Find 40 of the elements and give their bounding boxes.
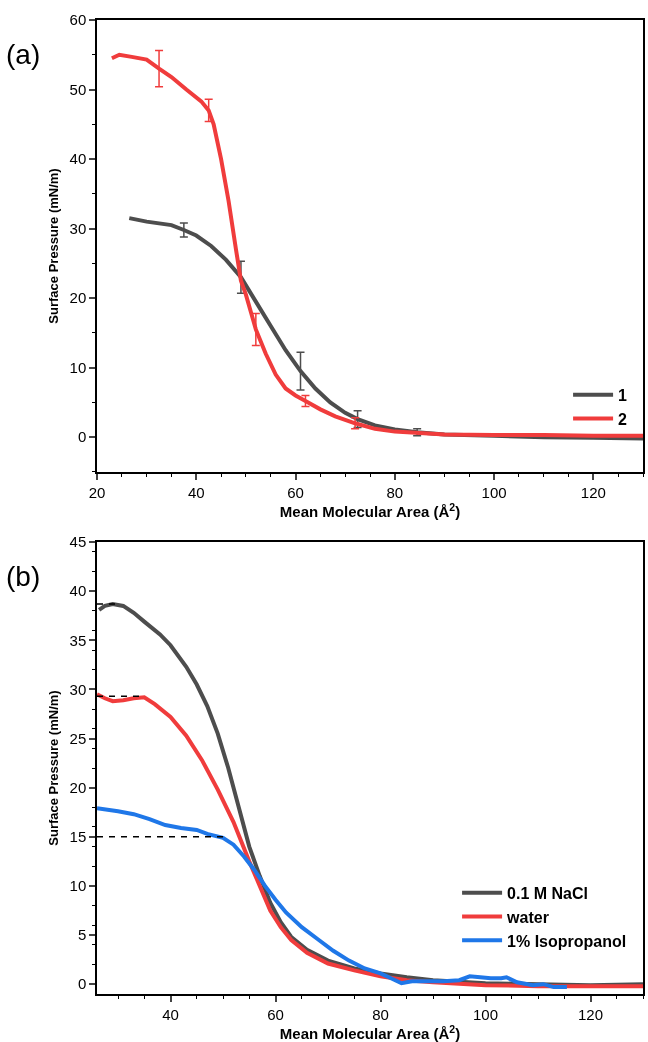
legend-label: water [506, 908, 549, 926]
legend-label: 0.1 M NaCl [507, 884, 588, 902]
x-axis-title: Mean Molecular Area (Å$^{2}$) [279, 1022, 461, 1042]
y-tick-label: 15 [69, 828, 87, 846]
x-tick-label: 40 [162, 1005, 179, 1023]
x-tick-label: 40 [187, 483, 205, 501]
x-tick-label: 100 [481, 483, 507, 501]
y-tick-label: 35 [69, 631, 87, 649]
text: (b) [6, 561, 41, 592]
x-axis-title: Mean Molecular Area (Å$^{2}$) [279, 500, 461, 520]
x-tick-label: 80 [386, 483, 404, 501]
x-tick-label: 20 [88, 483, 106, 501]
y-tick-label: 25 [69, 729, 87, 747]
y-tick-label: 10 [69, 877, 87, 895]
y-tick-label: 10 [69, 358, 87, 376]
legend-label: 2 [618, 410, 628, 428]
y-tick-label: 20 [69, 289, 87, 307]
y-tick-label: 0 [77, 428, 87, 446]
x-tick-label: 120 [580, 483, 606, 501]
legend-label: 1 [618, 386, 628, 404]
legend-label: 1% Isopropanol [507, 932, 627, 950]
y-tick-label: 40 [69, 150, 87, 168]
y-tick-label: 20 [69, 778, 87, 796]
x-tick-label: 100 [472, 1005, 499, 1023]
y-axis-title: Surface Pressure (mN/m) [46, 690, 62, 846]
y-tick-label: 50 [69, 80, 87, 98]
y-axis-title: Surface Pressure (mN/m) [46, 168, 62, 324]
x-tick-label: 80 [372, 1005, 389, 1023]
x-tick-label: 60 [287, 483, 304, 501]
line-series [109, 52, 643, 438]
y-tick-label: 45 [69, 533, 87, 551]
y-tick-label: 40 [69, 582, 87, 600]
y-tick-label: 30 [69, 680, 87, 698]
x-tick-label: 120 [577, 1005, 604, 1023]
y-tick-label: 0 [77, 975, 87, 993]
x-tick-label: 60 [267, 1005, 284, 1023]
y-tick-label: 30 [69, 219, 87, 237]
y-tick-label: 60 [69, 11, 87, 29]
y-tick-label: 5 [77, 926, 87, 944]
text: (a) [6, 39, 41, 70]
